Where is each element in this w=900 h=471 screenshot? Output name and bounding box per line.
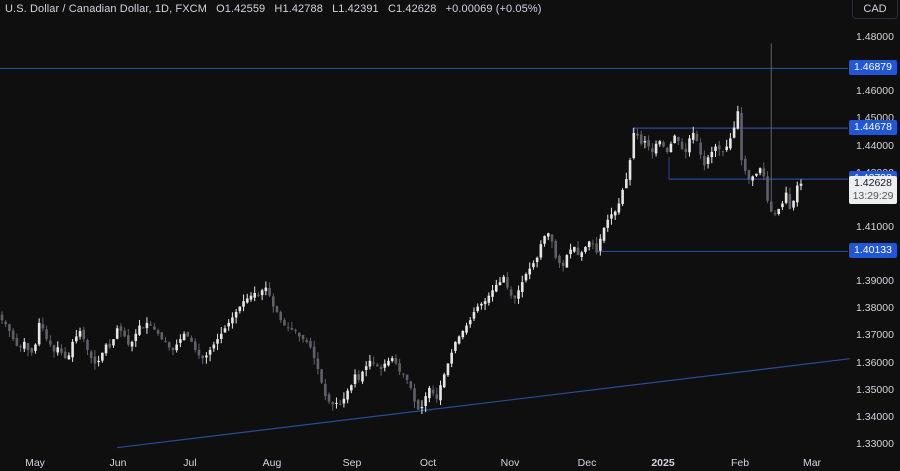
price-tick-label: 1.44000 xyxy=(856,139,894,152)
trendline[interactable] xyxy=(116,358,851,449)
open-value: O1.42559 xyxy=(216,3,266,15)
price-tick-label: 1.36000 xyxy=(856,356,894,369)
time-tick-label: May xyxy=(25,457,45,469)
currency-button[interactable]: CAD xyxy=(852,0,898,19)
high-value: H1.42788 xyxy=(274,3,323,15)
current-price-tag: 1.42628 13:29:29 xyxy=(849,175,897,204)
price-level-tag: 1.46879 xyxy=(849,60,897,76)
low-value: L1.42391 xyxy=(332,3,379,15)
price-tick-label: 1.33000 xyxy=(856,437,894,450)
time-tick-label: 2025 xyxy=(651,457,675,469)
change-value: +0.00069 (+0.05%) xyxy=(445,3,542,15)
price-tick-label: 1.46000 xyxy=(856,85,894,98)
price-tick-label: 1.37000 xyxy=(856,329,894,342)
time-tick-label: Oct xyxy=(419,457,437,469)
close-value: C1.42628 xyxy=(387,3,437,15)
bar-countdown: 13:29:29 xyxy=(852,189,894,202)
time-tick-label: Dec xyxy=(577,457,597,469)
price-level-tag: 1.40133 xyxy=(849,243,897,259)
time-tick-label: Nov xyxy=(500,457,520,469)
candlestick-series xyxy=(0,43,803,415)
price-tick-label: 1.38000 xyxy=(856,302,894,315)
horizontal-levels[interactable] xyxy=(0,67,851,449)
symbol-name: U.S. Dollar / Canadian Dollar, 1D, FXCM xyxy=(5,3,207,15)
time-tick-label: Sep xyxy=(342,457,362,469)
symbol-header: U.S. Dollar / Canadian Dollar, 1D, FXCM … xyxy=(5,3,548,15)
price-tick-label: 1.35000 xyxy=(856,383,894,396)
price-tick-label: 1.48000 xyxy=(856,31,894,43)
price-tick-label: 1.41000 xyxy=(856,220,894,233)
price-tick-label: 1.39000 xyxy=(856,275,894,288)
time-tick-label: Jun xyxy=(109,457,127,469)
time-tick-label: Aug xyxy=(262,457,282,469)
time-tick-label: Jul xyxy=(183,457,197,469)
current-price-value: 1.42628 xyxy=(854,176,892,189)
time-tick-label: Feb xyxy=(730,457,750,469)
price-tick-label: 1.34000 xyxy=(856,410,894,423)
time-tick-label: Mar xyxy=(802,457,822,469)
price-level-tag: 1.44678 xyxy=(849,120,897,136)
